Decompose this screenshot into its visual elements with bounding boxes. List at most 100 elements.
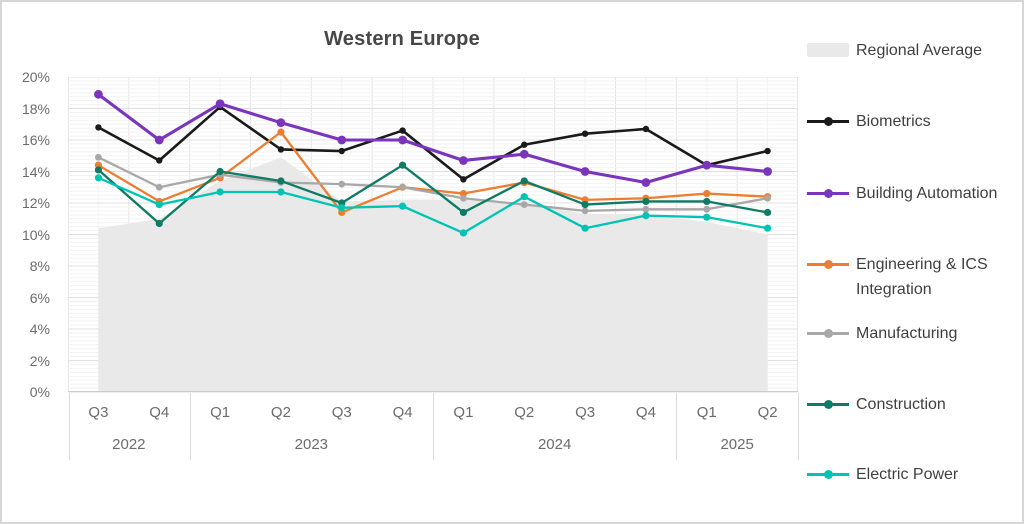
x-axis-year-label: 2023	[294, 436, 329, 453]
x-axis-year-label: 2024	[537, 436, 572, 453]
data-point-building-automation	[763, 167, 772, 176]
data-point-construction	[763, 208, 772, 217]
x-axis-separator	[676, 393, 678, 460]
data-point-building-automation	[154, 135, 164, 145]
x-axis-quarter-label: Q2	[757, 404, 778, 421]
data-point-construction	[642, 197, 650, 206]
x-axis-separator	[68, 393, 70, 460]
y-axis-tick-label: 18%	[21, 100, 50, 117]
data-point-building-automation	[398, 135, 407, 145]
data-point-biometrics	[156, 157, 163, 164]
x-axis-quarter-label: Q3	[331, 404, 352, 421]
x-axis-year-label: 2022	[112, 436, 146, 453]
data-point-construction	[94, 166, 103, 174]
y-axis: 0% 2% 4% 6% 8% 10% 12% 14% 16% 18% 20%	[2, 69, 50, 400]
legend-item-biometrics: Biometrics	[807, 109, 1006, 134]
data-point-biometrics	[642, 125, 650, 133]
data-point-construction	[581, 200, 589, 209]
x-axis-quarter-label: Q3	[575, 404, 596, 421]
legend: Regional Average Biometrics Building Aut…	[807, 2, 1022, 522]
series-line-electric-power	[97, 176, 769, 235]
line-swatch-icon	[807, 109, 849, 134]
line-swatch-icon	[807, 392, 849, 417]
data-point-manufacturing	[581, 207, 589, 215]
data-point-building-automation	[580, 167, 590, 176]
line-swatch-icon	[807, 321, 849, 346]
data-point-building-automation	[94, 89, 103, 99]
legend-label: Biometrics	[856, 113, 931, 130]
x-axis-quarter-label: Q4	[149, 404, 170, 421]
data-point-building-automation	[641, 178, 651, 187]
x-axis: Q3 Q4 Q1 Q2 Q3 Q4 Q1 Q2 Q3 Q4 Q1 Q2 2022 2023 2024 2025	[68, 392, 799, 464]
area-swatch-icon	[807, 43, 849, 57]
data-point-electric-power	[459, 229, 468, 237]
plot-area	[68, 77, 798, 393]
legend-item-building-automation: Building Automation	[807, 181, 1006, 206]
data-point-electric-power	[277, 188, 285, 196]
data-point-engineering-ics-integration	[459, 189, 468, 198]
x-axis-year-label: 2025	[720, 436, 754, 453]
series-line-construction	[97, 164, 769, 225]
data-point-electric-power	[398, 202, 407, 210]
x-axis-quarter-label: Q4	[392, 404, 413, 421]
data-point-engineering-ics-integration	[277, 128, 285, 136]
data-point-biometrics	[277, 146, 285, 153]
data-point-construction	[216, 167, 224, 176]
legend-label: Building Automation	[856, 185, 998, 202]
data-point-electric-power	[520, 193, 528, 201]
x-axis-separator	[189, 393, 191, 460]
data-point-construction	[520, 177, 528, 185]
series-line-manufacturing	[97, 156, 769, 213]
data-point-biometrics	[764, 147, 771, 155]
data-point-manufacturing	[764, 194, 771, 202]
series-line-engineering-ics-integration	[97, 130, 769, 214]
data-point-manufacturing	[95, 153, 102, 161]
x-axis-quarter-label: Q1	[453, 404, 474, 421]
data-point-manufacturing	[703, 205, 711, 213]
x-axis-quarter-label: Q1	[696, 404, 717, 421]
data-point-manufacturing	[338, 180, 346, 188]
data-point-electric-power	[338, 204, 346, 212]
y-axis-tick-label: 6%	[29, 289, 50, 306]
legend-label: Engineering & ICS Integration	[856, 256, 988, 298]
y-axis-tick-label: 10%	[21, 226, 50, 243]
legend-label: Regional Average	[856, 42, 983, 59]
data-point-building-automation	[459, 156, 468, 165]
y-axis-tick-label: 2%	[29, 352, 50, 369]
legend-label: Electric Power	[856, 466, 959, 483]
y-axis-tick-label: 4%	[29, 321, 50, 337]
line-swatch-icon	[807, 181, 849, 206]
line-swatch-icon	[807, 252, 849, 277]
data-point-construction	[398, 161, 407, 169]
area-regional-average	[98, 157, 768, 392]
y-axis-tick-label: 16%	[21, 132, 50, 148]
y-axis-tick-label: 14%	[21, 163, 50, 180]
data-point-electric-power	[581, 224, 589, 232]
legend-item-engineering-ics-integration: Engineering & ICS Integration	[807, 252, 1006, 302]
legend-item-manufacturing: Manufacturing	[807, 321, 1006, 346]
data-point-building-automation	[519, 149, 529, 159]
data-point-manufacturing	[642, 205, 650, 213]
series-line-building-automation	[96, 92, 770, 185]
x-axis-separator	[433, 393, 434, 460]
data-point-building-automation	[276, 118, 286, 128]
data-point-manufacturing	[520, 201, 528, 208]
data-point-electric-power	[642, 212, 650, 220]
x-axis-quarter-label: Q3	[88, 404, 109, 421]
data-point-electric-power	[94, 174, 103, 182]
data-point-biometrics	[581, 130, 589, 137]
data-point-biometrics	[399, 127, 406, 134]
data-point-biometrics	[521, 141, 528, 148]
legend-item-construction: Construction	[807, 392, 1006, 417]
chart-title: Western Europe	[324, 28, 480, 50]
legend-item-electric-power: Electric Power	[807, 462, 1006, 487]
data-point-electric-power	[216, 188, 224, 196]
data-point-biometrics	[460, 176, 467, 183]
data-point-biometrics	[338, 147, 345, 155]
data-point-construction	[155, 219, 163, 228]
y-axis-tick-label: 12%	[21, 195, 50, 211]
data-point-electric-power	[703, 213, 711, 221]
y-axis-tick-label: 8%	[29, 258, 50, 274]
series-line-biometrics	[97, 105, 769, 181]
data-point-electric-power	[155, 200, 163, 209]
